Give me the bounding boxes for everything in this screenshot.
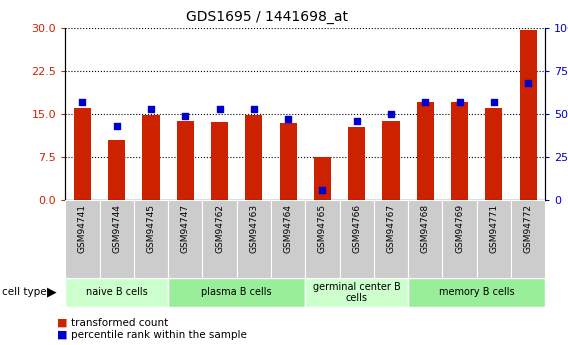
Bar <box>74 108 91 200</box>
Bar <box>348 127 365 200</box>
Text: transformed count: transformed count <box>71 318 168 327</box>
Text: GSM94765: GSM94765 <box>318 204 327 253</box>
Bar <box>245 115 262 200</box>
Bar <box>271 200 306 278</box>
Bar <box>520 30 537 200</box>
Bar <box>99 200 134 278</box>
Text: GDS1695 / 1441698_at: GDS1695 / 1441698_at <box>186 10 348 24</box>
Bar <box>485 108 503 200</box>
Text: percentile rank within the sample: percentile rank within the sample <box>71 330 247 339</box>
Point <box>78 99 87 105</box>
Bar <box>408 278 545 307</box>
Point <box>215 106 224 111</box>
Point <box>489 99 498 105</box>
Point <box>524 80 533 86</box>
Point <box>455 99 464 105</box>
Point <box>181 113 190 118</box>
Point <box>352 118 361 124</box>
Point <box>112 123 122 129</box>
Bar <box>306 200 340 278</box>
Text: GSM94766: GSM94766 <box>352 204 361 253</box>
Bar <box>143 115 160 200</box>
Text: ■: ■ <box>57 318 67 327</box>
Bar <box>417 102 434 200</box>
Point <box>249 106 258 111</box>
Bar <box>382 121 399 200</box>
Point <box>318 187 327 193</box>
Text: GSM94745: GSM94745 <box>147 204 156 253</box>
Bar <box>108 140 126 200</box>
Text: germinal center B
cells: germinal center B cells <box>313 282 400 303</box>
Text: GSM94771: GSM94771 <box>490 204 498 253</box>
Bar <box>168 200 202 278</box>
Bar <box>314 157 331 200</box>
Bar <box>134 200 168 278</box>
Text: plasma B cells: plasma B cells <box>202 287 272 297</box>
Bar <box>477 200 511 278</box>
Point <box>421 99 430 105</box>
Text: GSM94768: GSM94768 <box>421 204 430 253</box>
Bar <box>408 200 442 278</box>
Text: memory B cells: memory B cells <box>439 287 515 297</box>
Point <box>283 116 293 122</box>
Bar <box>374 200 408 278</box>
Bar <box>451 102 468 200</box>
Text: ■: ■ <box>57 330 67 339</box>
Text: GSM94744: GSM94744 <box>112 204 121 253</box>
Bar <box>511 200 545 278</box>
Text: GSM94769: GSM94769 <box>455 204 464 253</box>
Bar <box>306 278 408 307</box>
Bar <box>65 200 99 278</box>
Text: ▶: ▶ <box>48 286 57 299</box>
Bar <box>340 200 374 278</box>
Bar <box>168 278 306 307</box>
Text: GSM94741: GSM94741 <box>78 204 87 253</box>
Bar <box>211 122 228 200</box>
Text: GSM94764: GSM94764 <box>283 204 293 253</box>
Bar <box>177 121 194 200</box>
Point <box>147 106 156 111</box>
Text: cell type: cell type <box>2 287 47 297</box>
Bar <box>442 200 477 278</box>
Text: GSM94747: GSM94747 <box>181 204 190 253</box>
Bar <box>65 278 168 307</box>
Text: GSM94772: GSM94772 <box>524 204 533 253</box>
Point <box>386 111 395 117</box>
Text: naive B cells: naive B cells <box>86 287 148 297</box>
Text: GSM94763: GSM94763 <box>249 204 258 253</box>
Bar <box>237 200 271 278</box>
Text: GSM94767: GSM94767 <box>386 204 395 253</box>
Bar <box>202 200 237 278</box>
Bar <box>279 123 296 200</box>
Text: GSM94762: GSM94762 <box>215 204 224 253</box>
